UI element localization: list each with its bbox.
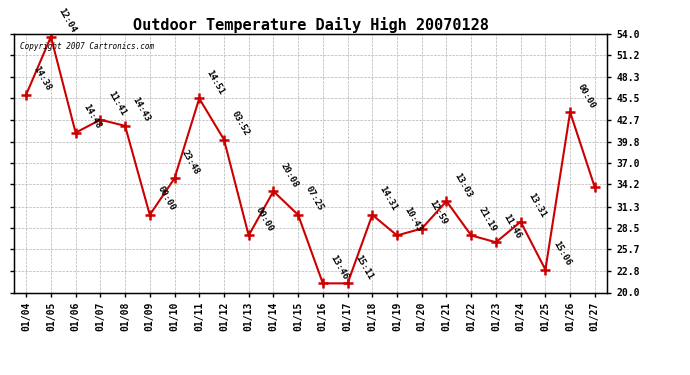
Text: 14:48: 14:48 (81, 103, 102, 130)
Text: 00:00: 00:00 (155, 185, 177, 213)
Text: 15:06: 15:06 (551, 240, 572, 267)
Text: 11:41: 11:41 (106, 90, 127, 118)
Text: 13:46: 13:46 (328, 254, 350, 281)
Text: 13:03: 13:03 (452, 171, 473, 199)
Text: 20:08: 20:08 (279, 161, 300, 189)
Text: 12:59: 12:59 (427, 199, 449, 226)
Text: 21:19: 21:19 (477, 206, 498, 233)
Text: 14:31: 14:31 (378, 185, 399, 213)
Text: 14:43: 14:43 (130, 96, 152, 124)
Text: 12:04: 12:04 (57, 7, 78, 34)
Text: 15:11: 15:11 (353, 254, 375, 281)
Text: 23:48: 23:48 (180, 148, 201, 176)
Text: 11:46: 11:46 (502, 212, 523, 240)
Text: 00:00: 00:00 (575, 82, 597, 110)
Text: 03:52: 03:52 (230, 110, 250, 137)
Text: 00:00: 00:00 (254, 206, 275, 233)
Text: Copyright 2007 Cartronics.com: Copyright 2007 Cartronics.com (20, 42, 154, 51)
Text: 14:38: 14:38 (32, 65, 53, 93)
Text: 13:31: 13:31 (526, 192, 547, 219)
Text: 10:43: 10:43 (402, 206, 424, 233)
Title: Outdoor Temperature Daily High 20070128: Outdoor Temperature Daily High 20070128 (132, 16, 489, 33)
Text: 14:51: 14:51 (205, 69, 226, 96)
Text: 07:25: 07:25 (304, 185, 325, 213)
